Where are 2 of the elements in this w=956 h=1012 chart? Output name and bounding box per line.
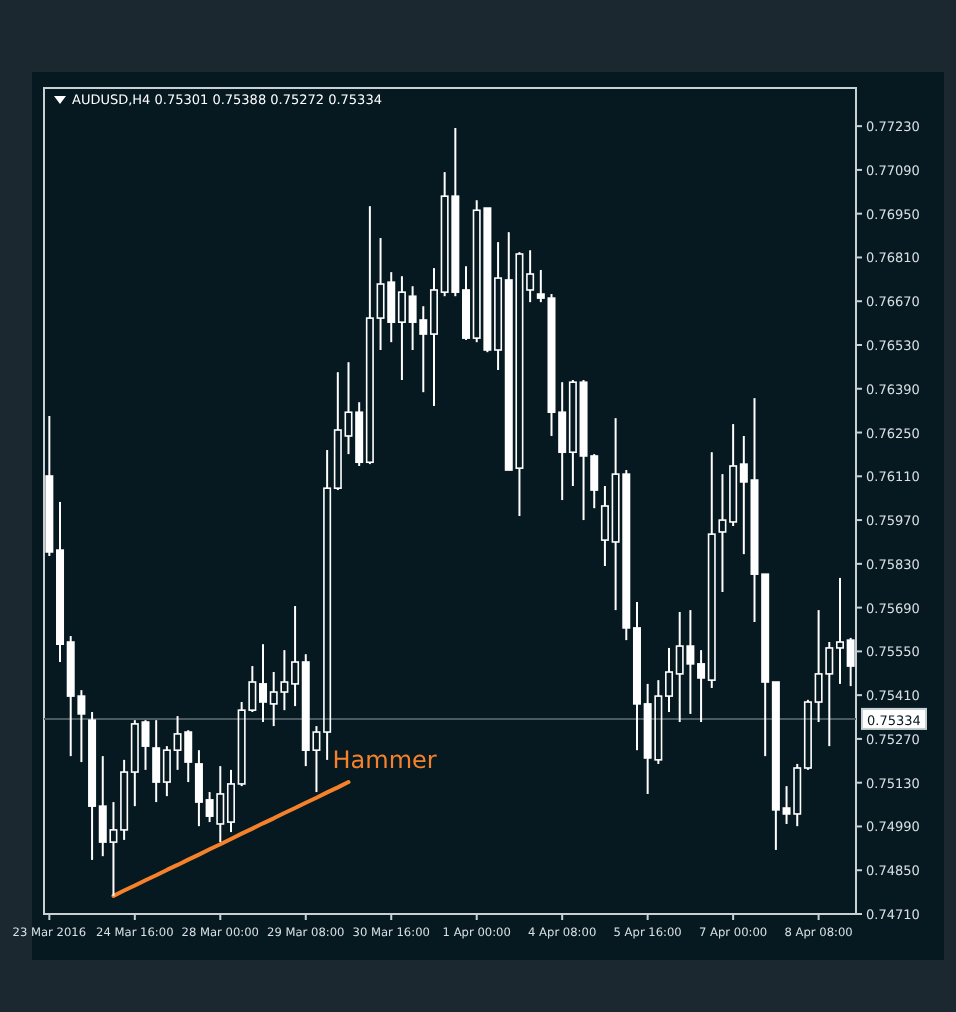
- annotation: Hammer: [332, 746, 437, 775]
- line-series: [111, 780, 351, 898]
